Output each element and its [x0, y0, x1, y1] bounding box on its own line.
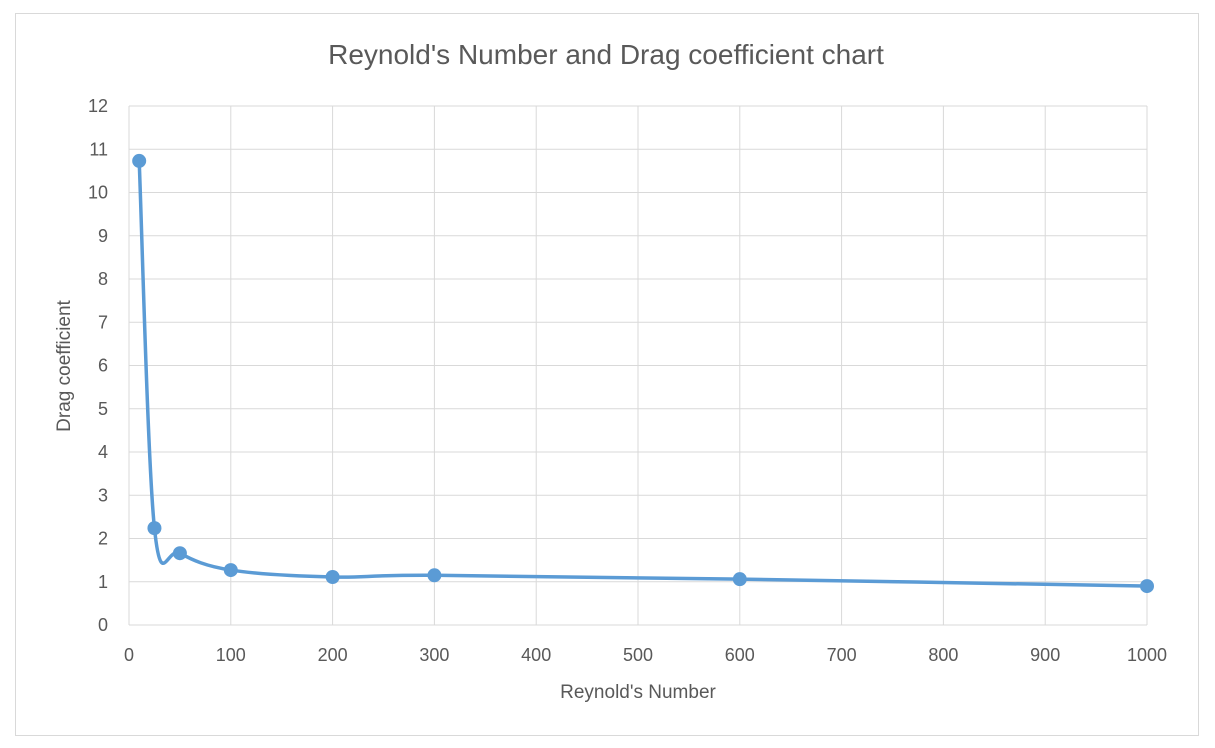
y-tick-label: 8 [98, 269, 108, 289]
data-point [223, 563, 238, 578]
x-axis-title: Reynold's Number [560, 682, 716, 703]
data-point [132, 153, 147, 168]
y-tick-label: 0 [98, 615, 108, 635]
x-tick-label: 800 [928, 645, 958, 665]
x-tick-label: 300 [419, 645, 449, 665]
y-tick-label: 4 [98, 442, 108, 462]
data-point [427, 568, 442, 583]
y-tick-label: 7 [98, 312, 108, 332]
x-tick-label: 200 [318, 645, 348, 665]
y-tick-label: 1 [98, 572, 108, 592]
x-tick-label: 0 [124, 645, 134, 665]
x-tick-label: 400 [521, 645, 551, 665]
x-tick-label: 1000 [1127, 645, 1167, 665]
x-tick-label: 700 [827, 645, 857, 665]
y-tick-label: 11 [89, 139, 108, 159]
x-tick-label: 500 [623, 645, 653, 665]
data-point [732, 572, 747, 587]
y-tick-label: 3 [98, 485, 108, 505]
x-tick-label: 900 [1030, 645, 1060, 665]
data-point [147, 521, 162, 536]
y-tick-label: 10 [88, 183, 108, 203]
series-line [137, 159, 1149, 588]
x-tick-label: 100 [216, 645, 246, 665]
y-tick-label: 5 [98, 399, 108, 419]
y-tick-label: 12 [88, 96, 108, 116]
data-point [325, 569, 340, 584]
data-point [1140, 579, 1154, 594]
data-point [172, 546, 187, 561]
y-tick-label: 2 [98, 529, 108, 549]
y-tick-label: 9 [98, 226, 108, 246]
chart-title: Reynold's Number and Drag coefficient ch… [328, 39, 884, 70]
y-axis-title: Drag coefficient [54, 299, 75, 431]
x-axis-ticks: 0 100 200 300 400 500 600 700 800 900 1000 [124, 645, 1167, 665]
x-tick-label: 600 [725, 645, 755, 665]
chart-area [15, 13, 1199, 736]
y-tick-label: 6 [98, 356, 108, 376]
data-points [132, 153, 1154, 594]
grid-lines [128, 105, 1148, 626]
